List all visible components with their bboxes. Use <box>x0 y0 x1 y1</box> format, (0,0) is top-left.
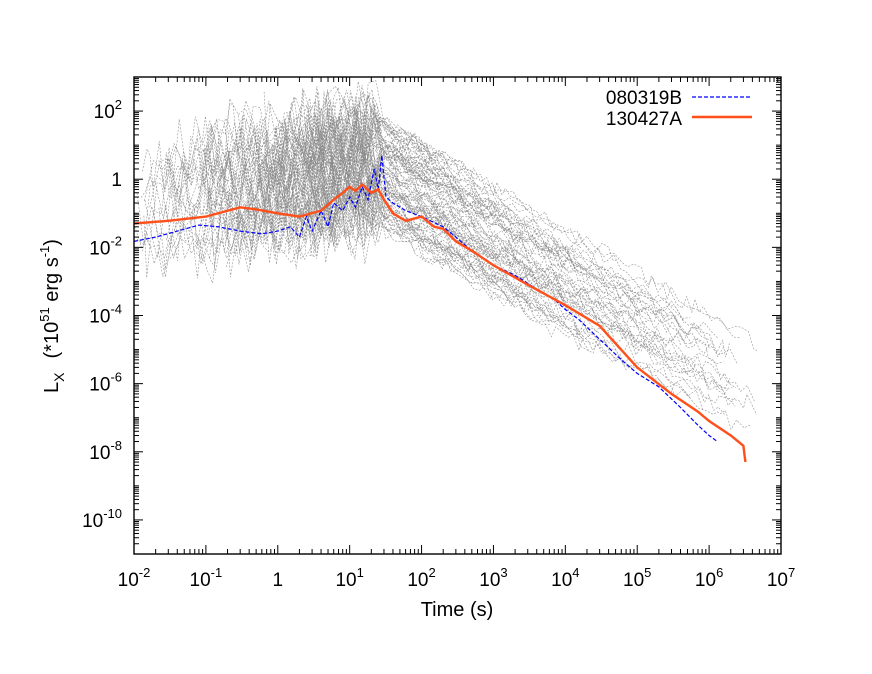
background-curve <box>212 89 480 180</box>
y-label-symbol: L <box>41 382 63 393</box>
y-tick-label: 102 <box>94 97 122 123</box>
background-curve <box>166 160 757 415</box>
background-curve <box>301 104 685 324</box>
x-tick-labels: 10-2 10-1 1 101 102 103 104 105 106 107 <box>118 565 796 591</box>
background-curve <box>333 140 667 343</box>
background-curve <box>292 105 567 257</box>
background-curve <box>172 112 487 203</box>
y-tick-label: 1 <box>111 170 122 191</box>
background-curve <box>278 198 550 326</box>
x-tick-label: 107 <box>767 565 795 591</box>
background-curve <box>169 183 532 304</box>
background-curve <box>296 177 590 337</box>
series-layer <box>133 155 747 463</box>
background-curve <box>248 116 730 358</box>
y-tick-label: 10-10 <box>82 506 122 532</box>
background-curve <box>144 174 560 315</box>
y-label-unit-post: ) <box>41 239 63 246</box>
background-sample-curves <box>134 79 758 431</box>
background-curve <box>264 126 682 347</box>
background-curve <box>158 178 632 371</box>
background-curve <box>347 113 490 212</box>
background-curve <box>149 120 738 364</box>
background-curve <box>158 103 680 326</box>
y-tick-label: 10-2 <box>89 233 122 259</box>
legend-label-130427A: 130427A <box>606 109 682 130</box>
background-curve <box>204 144 429 219</box>
y-tick-label: 10-4 <box>89 302 122 328</box>
background-curve <box>314 182 509 288</box>
background-curve <box>249 144 731 388</box>
x-axis-label: Time (s) <box>421 599 494 621</box>
y-label-unit-exp2: -1 <box>37 246 52 258</box>
y-axis-label: LX (*1051 erg s-1) <box>37 239 67 393</box>
x-tick-label: 10-1 <box>190 565 223 591</box>
background-curve <box>296 108 579 273</box>
background-curve <box>329 112 648 306</box>
background-curve <box>278 150 696 374</box>
x-tick-label: 101 <box>335 565 363 591</box>
background-curve <box>220 141 471 230</box>
legend: 080319B 130427A <box>606 88 752 130</box>
background-curve <box>337 189 447 271</box>
y-tick-labels: 102 1 10-2 10-4 10-6 10-8 10-10 <box>82 97 122 532</box>
background-curve <box>293 96 582 254</box>
y-label-subscript: X <box>51 372 67 382</box>
background-curve <box>134 197 590 352</box>
series-line-080319B <box>133 155 718 442</box>
x-tick-label: 105 <box>623 565 651 591</box>
x-tick-label: 103 <box>479 565 507 591</box>
x-tick-label: 106 <box>695 565 723 591</box>
svg-text:LX(*1051 erg s-1): LX (*1051 erg s-1) <box>37 239 67 393</box>
background-curve <box>315 125 725 358</box>
background-curve <box>195 84 469 187</box>
background-curve <box>319 112 691 319</box>
x-tick-label: 102 <box>407 565 435 591</box>
x-tick-label: 1 <box>272 570 283 591</box>
background-curve <box>265 154 671 359</box>
x-tick-label: 10-2 <box>118 565 151 591</box>
background-curve <box>224 159 736 407</box>
x-tick-label: 104 <box>551 565 579 591</box>
background-curve <box>308 86 426 161</box>
background-curve <box>170 164 529 292</box>
y-label-unit-exp: 51 <box>37 307 52 321</box>
background-curve <box>136 168 427 259</box>
background-curve <box>224 145 729 395</box>
background-curve <box>204 178 491 275</box>
y-label-unit-mid: erg s <box>41 257 63 307</box>
background-curve <box>312 187 624 364</box>
background-curve <box>304 91 445 164</box>
background-curve <box>289 81 758 351</box>
background-curve <box>315 155 737 406</box>
legend-label-080319B: 080319B <box>606 88 682 109</box>
plot-frame <box>133 76 782 555</box>
background-curve <box>210 88 446 176</box>
background-curve <box>205 116 426 199</box>
background-curve <box>263 91 528 212</box>
tick-marks <box>133 77 781 555</box>
series-line-130427A <box>133 182 747 463</box>
y-tick-label: 10-6 <box>89 370 122 396</box>
background-curve <box>143 108 652 321</box>
y-tick-label: 10-8 <box>89 438 122 464</box>
y-label-unit-pre: (*10 <box>41 322 63 359</box>
background-curve <box>295 96 513 213</box>
background-curve <box>165 104 719 339</box>
background-curve <box>145 184 725 415</box>
background-curve <box>314 127 724 365</box>
